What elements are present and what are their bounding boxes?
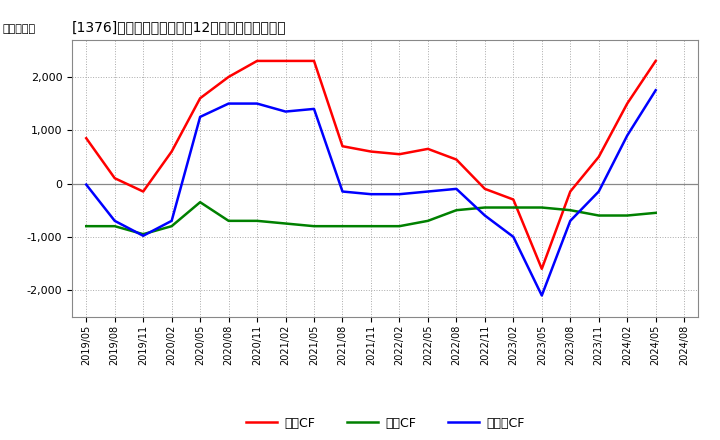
営業CF: [423, 146, 432, 151]
投資CF: [452, 208, 461, 213]
営業CF: [623, 101, 631, 106]
投資CF: [338, 224, 347, 229]
投資CF: [595, 213, 603, 218]
投資CF: [82, 224, 91, 229]
投資CF: [509, 205, 518, 210]
フリーCF: [139, 233, 148, 238]
フリーCF: [452, 186, 461, 191]
フリーCF: [423, 189, 432, 194]
営業CF: [110, 176, 119, 181]
フリーCF: [366, 191, 375, 197]
投資CF: [623, 213, 631, 218]
営業CF: [139, 189, 148, 194]
フリーCF: [338, 189, 347, 194]
営業CF: [566, 189, 575, 194]
営業CF: [338, 143, 347, 149]
フリーCF: [196, 114, 204, 120]
フリーCF: [623, 133, 631, 138]
フリーCF: [82, 182, 91, 187]
営業CF: [366, 149, 375, 154]
営業CF: [595, 154, 603, 160]
営業CF: [480, 186, 489, 191]
営業CF: [652, 58, 660, 63]
Line: 投資CF: 投資CF: [86, 202, 656, 234]
投資CF: [282, 221, 290, 226]
Text: [1376]キャッシュフローの12か月移動合計の推移: [1376]キャッシュフローの12か月移動合計の推移: [72, 20, 287, 34]
投資CF: [167, 224, 176, 229]
Line: フリーCF: フリーCF: [86, 90, 656, 296]
投資CF: [225, 218, 233, 224]
営業CF: [253, 58, 261, 63]
フリーCF: [395, 191, 404, 197]
フリーCF: [253, 101, 261, 106]
Line: 営業CF: 営業CF: [86, 61, 656, 269]
投資CF: [139, 231, 148, 237]
営業CF: [537, 266, 546, 271]
フリーCF: [595, 189, 603, 194]
投資CF: [253, 218, 261, 224]
フリーCF: [566, 218, 575, 224]
投資CF: [480, 205, 489, 210]
投資CF: [196, 200, 204, 205]
フリーCF: [110, 218, 119, 224]
投資CF: [366, 224, 375, 229]
営業CF: [225, 74, 233, 80]
営業CF: [282, 58, 290, 63]
投資CF: [537, 205, 546, 210]
投資CF: [652, 210, 660, 216]
営業CF: [310, 58, 318, 63]
フリーCF: [282, 109, 290, 114]
投資CF: [395, 224, 404, 229]
投資CF: [310, 224, 318, 229]
営業CF: [167, 149, 176, 154]
フリーCF: [310, 106, 318, 111]
営業CF: [452, 157, 461, 162]
営業CF: [82, 136, 91, 141]
投資CF: [423, 218, 432, 224]
Y-axis label: （百万円）: （百万円）: [2, 24, 35, 34]
フリーCF: [509, 234, 518, 239]
投資CF: [110, 224, 119, 229]
フリーCF: [652, 88, 660, 93]
フリーCF: [225, 101, 233, 106]
営業CF: [196, 95, 204, 101]
フリーCF: [480, 213, 489, 218]
営業CF: [395, 151, 404, 157]
Legend: 営業CF, 投資CF, フリーCF: 営業CF, 投資CF, フリーCF: [240, 412, 530, 435]
フリーCF: [167, 218, 176, 224]
営業CF: [509, 197, 518, 202]
フリーCF: [537, 293, 546, 298]
投資CF: [566, 208, 575, 213]
